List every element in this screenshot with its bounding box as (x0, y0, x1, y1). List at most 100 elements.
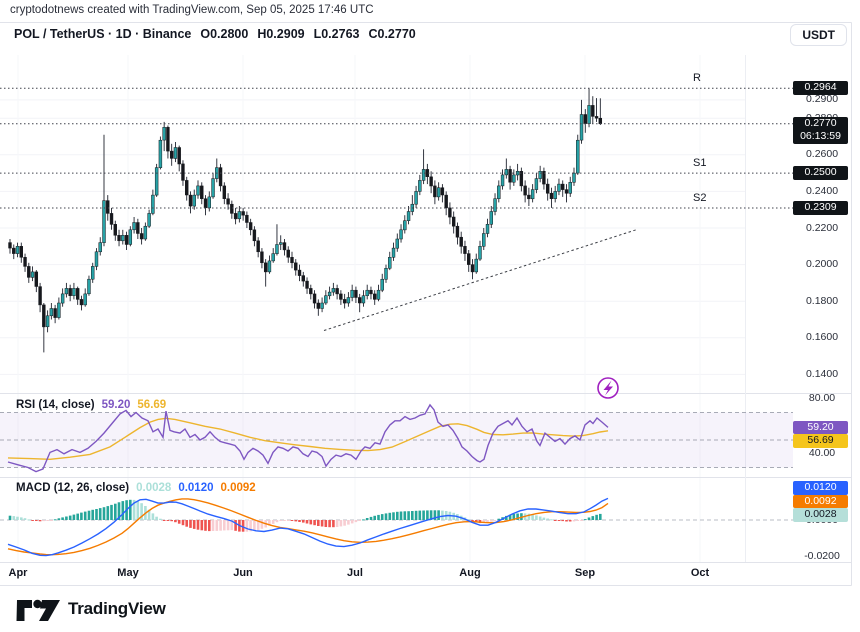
candle-body (185, 180, 189, 196)
candle-body (200, 185, 204, 199)
candle-body (154, 167, 159, 196)
macd-histogram-bar (561, 520, 564, 522)
candle-body (572, 172, 576, 183)
candle-body (455, 225, 460, 238)
candle-body (361, 295, 366, 304)
macd-histogram-bar (279, 520, 282, 521)
currency-toggle-button[interactable]: USDT (790, 24, 847, 46)
candle-body (252, 229, 257, 242)
macd-histogram-bar (121, 501, 125, 520)
macd-histogram-bar (20, 517, 23, 520)
candle-body (444, 194, 448, 209)
candle-body (106, 200, 110, 214)
candle-body (79, 299, 84, 306)
macd-histogram-bar (328, 520, 331, 528)
candle-body (147, 213, 151, 227)
candle-body (545, 183, 550, 194)
macd-histogram-bar (553, 520, 557, 521)
lightning-icon[interactable] (597, 377, 619, 399)
candle-body (346, 297, 351, 304)
candle-body (45, 315, 50, 328)
candle-body (188, 194, 193, 207)
macd-histogram-bar (249, 520, 252, 532)
ohlc-high: H0.2909 (257, 27, 305, 41)
macd-histogram-bar (200, 520, 204, 531)
macd-histogram-bar (467, 519, 470, 521)
macd-histogram-bar (12, 516, 16, 520)
macd-histogram-bar (42, 520, 46, 522)
macd-histogram-bar (317, 520, 320, 526)
macd-histogram-bar (234, 520, 237, 531)
candle-body (177, 147, 181, 165)
candle-body (267, 260, 272, 273)
macd-histogram-bar (535, 515, 538, 520)
candle-body (557, 183, 561, 192)
candle-body (440, 187, 445, 196)
macd-histogram-bar (377, 514, 380, 520)
macd-histogram-bar (65, 516, 68, 520)
candle-body (218, 167, 223, 187)
candle-body (23, 257, 27, 267)
macd-histogram-bar (313, 520, 316, 526)
time-axis-label-jul: Jul (347, 567, 363, 579)
macd-histogram-bar (80, 512, 83, 520)
macd-histogram-bar (486, 520, 489, 523)
candle-body (489, 211, 493, 225)
macd-histogram-bar (584, 519, 587, 521)
candle-body (391, 247, 396, 258)
price-tick-label: 0.1400 (805, 367, 839, 380)
macd-histogram-bar (527, 513, 531, 520)
macd-histogram-bar (332, 520, 335, 528)
candle-body (203, 198, 208, 209)
macd-legend: MACD (12, 26, close) 0.0028 0.0120 0.009… (16, 482, 256, 494)
candle-body (245, 214, 249, 223)
candle-body (241, 211, 245, 216)
candle-body (34, 271, 39, 287)
macd-histogram-bar (76, 513, 79, 520)
macd-histogram-bar (132, 499, 136, 520)
macd-histogram-bar (174, 520, 177, 523)
macd-histogram-bar (433, 510, 437, 520)
candle-body (576, 139, 580, 174)
macd-histogram-bar (599, 513, 602, 520)
candle-body (279, 242, 283, 245)
price-tick-label: 0.2200 (805, 221, 839, 234)
candle-body (102, 200, 106, 243)
candle-body (53, 308, 57, 318)
candle-body (403, 220, 407, 231)
candle-body (109, 213, 114, 225)
candle-body (316, 302, 321, 309)
macd-histogram-bar (429, 510, 433, 520)
candle-body (399, 229, 403, 240)
macd-histogram-bar (23, 518, 27, 520)
rsi-legend-title[interactable]: RSI (14, close) (16, 399, 95, 411)
tradingview-logo[interactable]: TradingView (16, 594, 166, 624)
candle-body (166, 127, 170, 152)
macd-histogram-bar (343, 520, 346, 526)
macd-histogram-bar (129, 499, 132, 520)
macd-histogram-bar (294, 520, 298, 522)
candle-body (591, 105, 595, 117)
macd-histogram-bar (268, 520, 271, 526)
candle-body (15, 246, 20, 254)
candle-body (448, 207, 452, 218)
macd-histogram-bar (140, 503, 143, 520)
macd-histogram-bar (226, 520, 230, 531)
support2-label: S2 (693, 192, 707, 205)
price-tick-label: 0.2600 (805, 148, 839, 161)
macd-histogram-bar (208, 520, 211, 532)
macd-histogram-bar (493, 520, 497, 521)
macd-legend-title[interactable]: MACD (12, 26, close) (16, 482, 130, 494)
tradingview-logo-text: TradingView (68, 599, 166, 618)
macd-histogram-bar (204, 520, 207, 531)
last-price-badge: 0.2770 06:13:59 (793, 116, 848, 144)
macd-histogram-bar (572, 520, 576, 522)
macd-histogram-bar (396, 511, 399, 520)
macd-histogram-bar (399, 511, 403, 520)
candle-body (598, 117, 603, 124)
candle-body (482, 233, 486, 247)
support1-label: S1 (693, 157, 707, 170)
symbol-title[interactable]: POL / TetherUS · 1D · Binance (14, 27, 192, 41)
ohlc-open: O0.2800 (200, 27, 249, 41)
